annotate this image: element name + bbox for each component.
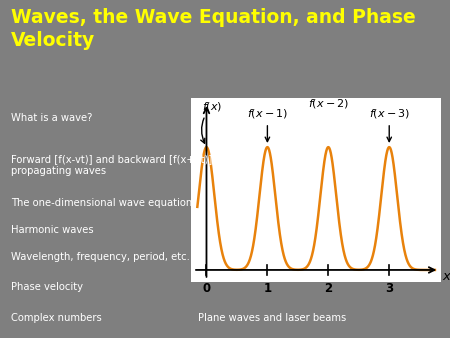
Text: Velocity: Velocity	[11, 31, 95, 50]
Text: Wavelength, frequency, period, etc.: Wavelength, frequency, period, etc.	[11, 252, 190, 262]
Text: $f(x-2)$: $f(x-2)$	[308, 97, 349, 110]
Text: $x$: $x$	[441, 270, 450, 283]
Text: What is a wave?: What is a wave?	[11, 113, 93, 123]
Text: Waves, the Wave Equation, and Phase: Waves, the Wave Equation, and Phase	[11, 8, 416, 27]
Text: $f(x)$: $f(x)$	[201, 100, 222, 143]
Text: $f(x-1)$: $f(x-1)$	[247, 107, 288, 142]
Text: 0: 0	[202, 282, 211, 295]
Text: 2: 2	[324, 282, 333, 295]
Text: 3: 3	[385, 282, 393, 295]
Text: Plane waves and laser beams: Plane waves and laser beams	[198, 313, 346, 323]
Text: $f(x-3)$: $f(x-3)$	[369, 107, 410, 142]
Text: 1: 1	[263, 282, 271, 295]
Text: Complex numbers: Complex numbers	[11, 313, 102, 323]
Text: Forward [f(x-vt)] and backward [f(x+vt)]
propagating waves: Forward [f(x-vt)] and backward [f(x+vt)]…	[11, 154, 212, 176]
Text: The one-dimensional wave equation: The one-dimensional wave equation	[11, 198, 193, 208]
Text: Harmonic waves: Harmonic waves	[11, 225, 94, 235]
Text: Phase velocity: Phase velocity	[11, 282, 83, 292]
